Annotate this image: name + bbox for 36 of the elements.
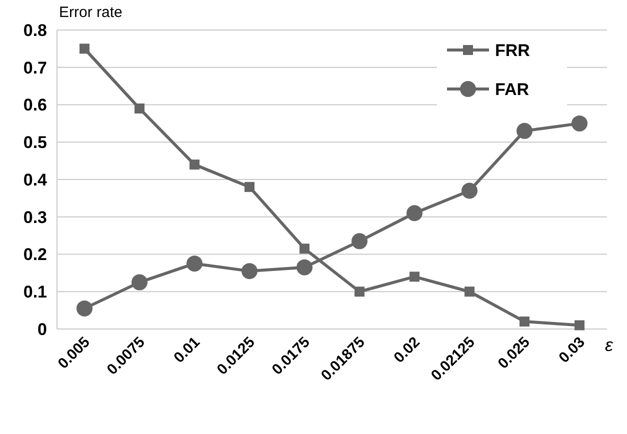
y-tick-label: 0.1 bbox=[23, 282, 47, 302]
x-tick-label: 0.03 bbox=[556, 334, 588, 366]
point bbox=[406, 205, 422, 222]
point bbox=[352, 233, 368, 250]
point bbox=[300, 244, 310, 254]
point bbox=[80, 44, 90, 54]
y-tick-label: 0.2 bbox=[23, 245, 47, 264]
point bbox=[242, 263, 258, 280]
point bbox=[516, 122, 532, 139]
point bbox=[76, 300, 92, 316]
point bbox=[354, 286, 364, 297]
point bbox=[520, 316, 530, 327]
x-tick-label: 0.01 bbox=[170, 334, 204, 366]
point bbox=[132, 274, 148, 290]
legend-label: FAR bbox=[495, 80, 529, 99]
x-tick-label: 0.02 bbox=[390, 334, 424, 366]
y-tick-label: 0.6 bbox=[23, 96, 47, 115]
y-axis-title: Error rate bbox=[59, 4, 122, 21]
point bbox=[186, 256, 202, 272]
x-axis-title: ε bbox=[605, 335, 614, 355]
point bbox=[572, 115, 588, 132]
point bbox=[574, 320, 584, 330]
y-tick-label: 0.7 bbox=[23, 58, 47, 78]
point bbox=[244, 182, 254, 192]
point bbox=[462, 182, 478, 199]
point bbox=[410, 272, 420, 282]
y-tick-label: 0.4 bbox=[23, 170, 48, 190]
point bbox=[296, 259, 312, 276]
legend-label: FRR bbox=[495, 40, 530, 60]
y-tick-label: 0 bbox=[38, 320, 47, 339]
point bbox=[464, 286, 474, 297]
y-tick-label: 0.5 bbox=[23, 133, 47, 152]
point bbox=[134, 103, 144, 114]
point bbox=[190, 160, 200, 170]
y-tick-label: 0.3 bbox=[23, 208, 47, 227]
y-tick-label: 0.8 bbox=[23, 20, 47, 40]
